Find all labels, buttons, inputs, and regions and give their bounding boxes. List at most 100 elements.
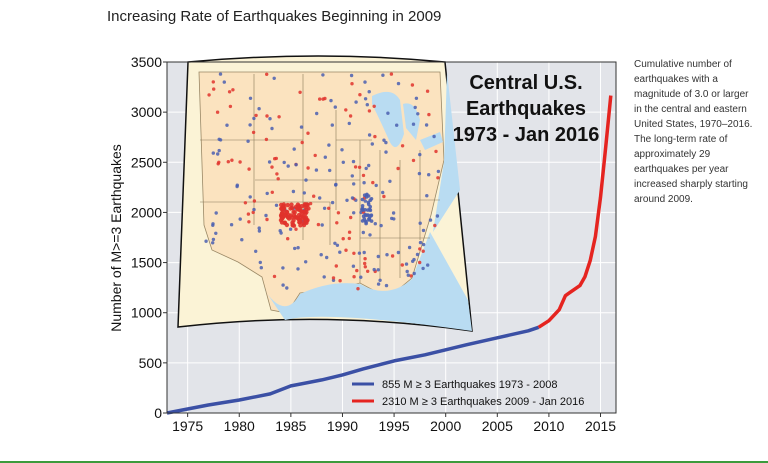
- quake-dot: [367, 218, 371, 222]
- x-tick-label: 1985: [275, 418, 306, 434]
- quake-dot: [211, 80, 215, 84]
- quake-dot: [281, 266, 285, 270]
- quake-dot: [352, 251, 356, 255]
- quake-dot: [248, 96, 253, 101]
- quake-dot: [368, 198, 373, 202]
- central-us-map-inset: Central U.S. Earthquakes 1973 - Jan 2016: [177, 55, 599, 332]
- quake-dot: [354, 100, 358, 104]
- quake-dot: [357, 165, 362, 169]
- quake-dot: [268, 117, 272, 121]
- quake-dot: [323, 96, 327, 101]
- quake-dot: [350, 82, 354, 86]
- quake-dot: [363, 80, 367, 84]
- quake-dot: [290, 205, 295, 211]
- quake-dot: [217, 148, 221, 153]
- quake-dot: [360, 204, 365, 208]
- quake-dot: [416, 112, 420, 116]
- quake-dot: [351, 264, 356, 268]
- quake-dot: [281, 283, 285, 287]
- quake-dot: [252, 207, 256, 212]
- quake-dot: [247, 167, 251, 171]
- quake-dot: [230, 158, 234, 162]
- quake-dot: [215, 110, 220, 114]
- quake-dot: [296, 267, 300, 271]
- quake-dot: [433, 223, 437, 228]
- x-tick-label: 1995: [379, 418, 410, 434]
- quake-dot: [344, 248, 348, 252]
- quake-dot: [391, 211, 396, 215]
- y-tick-label: 3500: [131, 54, 162, 70]
- quake-dot: [228, 104, 233, 109]
- quake-dot: [347, 121, 351, 126]
- quake-dot: [272, 76, 276, 81]
- quake-dot: [313, 153, 317, 158]
- quake-dot: [379, 223, 383, 228]
- quake-dot: [284, 209, 290, 215]
- quake-dot: [257, 226, 261, 230]
- quake-dot: [265, 114, 269, 118]
- quake-dot: [284, 222, 290, 228]
- quake-dot: [288, 227, 293, 231]
- quake-dot: [385, 253, 389, 257]
- quake-dot: [222, 80, 226, 84]
- page-title: Increasing Rate of Earthquakes Beginning…: [107, 8, 442, 25]
- y-tick-label: 1500: [131, 255, 162, 271]
- quake-dot: [226, 160, 230, 164]
- quake-dot: [396, 250, 401, 255]
- quake-dot: [344, 108, 348, 112]
- x-tick-label: 2015: [585, 418, 616, 434]
- quake-dot: [358, 93, 362, 97]
- quake-dot: [347, 236, 351, 241]
- quake-dot: [291, 189, 296, 194]
- quake-dot: [291, 223, 297, 228]
- quake-dot: [400, 144, 405, 148]
- great-lakes: [372, 91, 443, 150]
- y-tick-label: 3000: [131, 104, 162, 120]
- quake-dot: [327, 143, 331, 147]
- quake-dot: [421, 228, 426, 233]
- quake-dot: [341, 237, 345, 241]
- quake-dot: [264, 137, 269, 142]
- quake-dot: [411, 259, 415, 263]
- quake-dot: [366, 202, 371, 206]
- x-tick-label: 2005: [482, 418, 513, 434]
- quake-dot: [335, 221, 339, 225]
- quake-dot: [425, 194, 429, 198]
- quake-dot: [285, 286, 289, 290]
- quake-dot: [211, 223, 215, 227]
- quake-dot: [351, 159, 356, 164]
- quake-dot: [362, 181, 366, 185]
- quake-dot: [299, 125, 304, 129]
- quake-dot: [412, 271, 416, 276]
- legend-label-2009-2016: 2310 M ≥ 3 Earthquakes 2009 - Jan 2016: [382, 396, 584, 408]
- inset-title-line-1: Central U.S.: [469, 72, 582, 94]
- quake-dot: [331, 276, 336, 280]
- quake-dot: [278, 217, 284, 223]
- series-line-1: [166, 325, 540, 415]
- quake-dot: [274, 203, 279, 207]
- quake-dot: [359, 275, 363, 279]
- quake-dot: [273, 157, 277, 161]
- quake-dot: [400, 263, 404, 267]
- quake-dot: [374, 183, 378, 188]
- quake-dot: [264, 213, 268, 218]
- quake-dot: [413, 105, 417, 110]
- quake-dot: [364, 166, 368, 171]
- quake-dot: [349, 73, 354, 78]
- gulf-of-mexico: [262, 232, 472, 331]
- quake-dot: [251, 210, 255, 215]
- quake-dot: [323, 155, 327, 159]
- quake-dot: [352, 275, 356, 279]
- quake-dot: [330, 200, 335, 205]
- quake-dot: [296, 246, 300, 250]
- quake-dot: [314, 168, 319, 172]
- quake-dot: [306, 131, 310, 135]
- quake-dot: [434, 149, 438, 154]
- quake-dot: [350, 174, 354, 178]
- quake-dot: [229, 223, 234, 227]
- quake-dot: [265, 191, 269, 196]
- quake-dot: [363, 261, 367, 266]
- quake-dot: [304, 178, 308, 182]
- quake-dot: [254, 113, 258, 118]
- quake-dot: [353, 165, 358, 169]
